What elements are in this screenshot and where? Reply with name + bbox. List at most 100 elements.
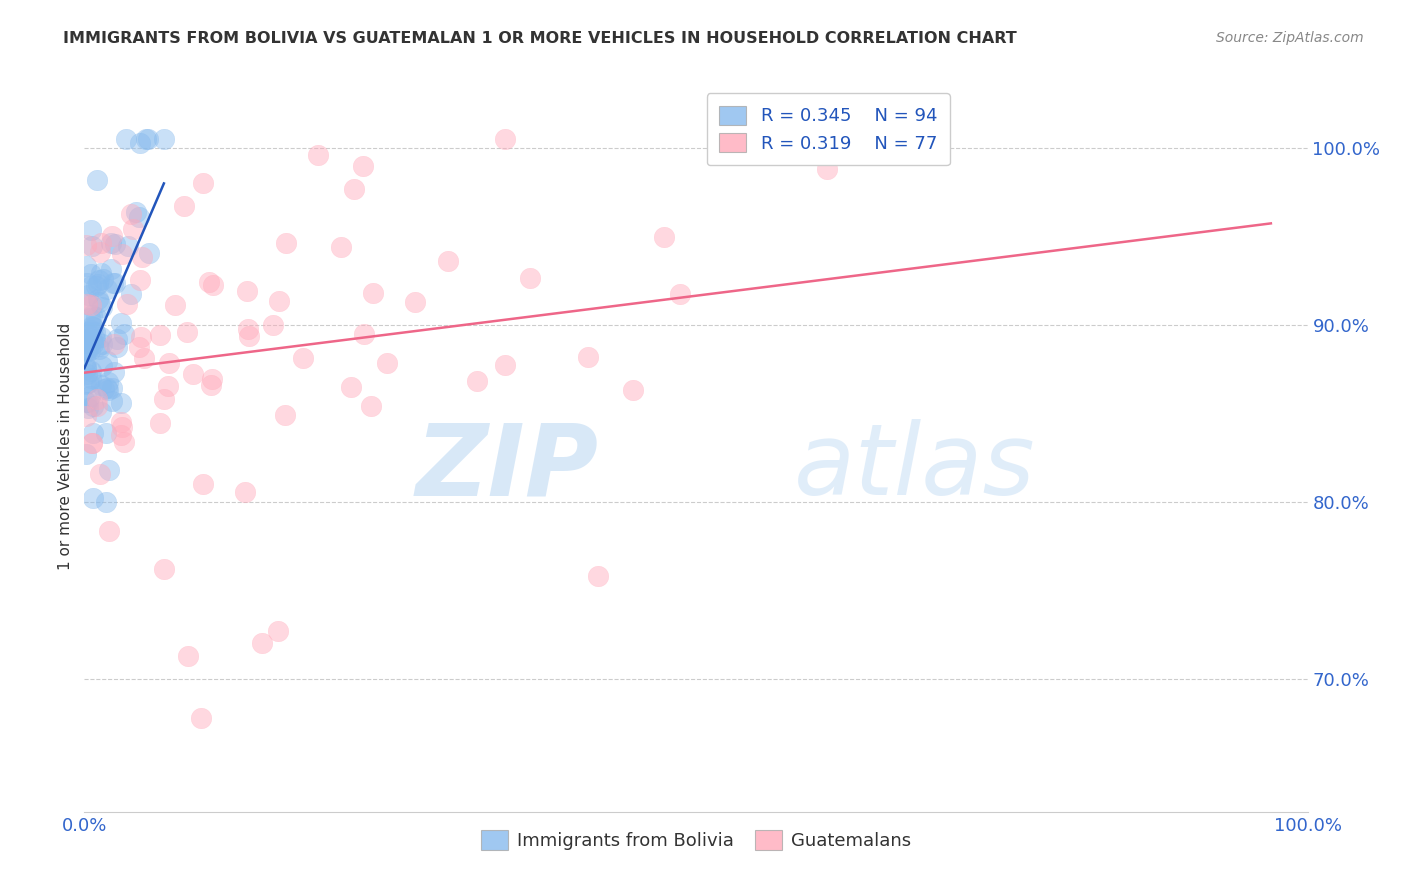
Point	[82, 491, 104, 506]
Point	[75, 343, 97, 358]
Point	[77, 325, 100, 339]
Point	[153, 562, 176, 576]
Point	[77, 375, 100, 389]
Point	[97, 375, 120, 389]
Point	[86, 392, 108, 406]
Point	[77, 333, 100, 347]
Point	[131, 250, 153, 264]
Point	[153, 392, 176, 406]
Point	[90, 405, 112, 419]
Point	[90, 266, 112, 280]
Point	[80, 308, 103, 322]
Point	[128, 340, 150, 354]
Point	[90, 330, 112, 344]
Point	[101, 276, 124, 290]
Point	[191, 176, 214, 190]
Point	[112, 326, 135, 341]
Point	[104, 237, 127, 252]
Point	[153, 132, 176, 146]
Point	[105, 340, 128, 354]
Point	[75, 409, 97, 423]
Point	[233, 484, 256, 499]
Point	[82, 319, 104, 334]
Point	[79, 388, 101, 402]
Point	[267, 294, 290, 309]
Point	[654, 230, 676, 244]
Point	[84, 332, 107, 346]
Point	[77, 288, 100, 302]
Point	[80, 371, 103, 385]
Point	[100, 380, 122, 394]
Point	[576, 351, 599, 365]
Point	[112, 435, 135, 450]
Point	[329, 240, 352, 254]
Point	[76, 395, 98, 409]
Point	[80, 364, 103, 378]
Point	[103, 365, 125, 379]
Point	[100, 393, 122, 408]
Point	[75, 394, 97, 409]
Point	[120, 207, 142, 221]
Point	[177, 648, 200, 663]
Point	[352, 159, 374, 173]
Point	[465, 374, 488, 388]
Point	[87, 277, 110, 292]
Point	[181, 367, 204, 381]
Point	[135, 132, 157, 146]
Point	[105, 332, 128, 346]
Point	[103, 337, 125, 351]
Point	[76, 341, 98, 355]
Point	[76, 297, 98, 311]
Legend: Immigrants from Bolivia, Guatemalans: Immigrants from Bolivia, Guatemalans	[474, 823, 918, 857]
Point	[79, 343, 101, 358]
Point	[75, 362, 97, 376]
Point	[97, 463, 120, 477]
Point	[621, 383, 644, 397]
Point	[111, 420, 134, 434]
Point	[75, 335, 97, 350]
Point	[138, 132, 160, 146]
Point	[79, 279, 101, 293]
Point	[437, 254, 460, 268]
Point	[82, 436, 104, 450]
Point	[110, 427, 132, 442]
Point	[96, 282, 118, 296]
Text: IMMIGRANTS FROM BOLIVIA VS GUATEMALAN 1 OR MORE VEHICLES IN HOUSEHOLD CORRELATIO: IMMIGRANTS FROM BOLIVIA VS GUATEMALAN 1 …	[63, 31, 1017, 46]
Point	[91, 272, 114, 286]
Y-axis label: 1 or more Vehicles in Household: 1 or more Vehicles in Household	[58, 322, 73, 570]
Point	[519, 271, 541, 285]
Point	[129, 329, 152, 343]
Point	[82, 425, 104, 440]
Point	[87, 342, 110, 356]
Point	[100, 236, 122, 251]
Point	[94, 426, 117, 441]
Point	[157, 356, 180, 370]
Point	[89, 244, 111, 259]
Point	[128, 273, 150, 287]
Point	[238, 328, 260, 343]
Point	[86, 173, 108, 187]
Point	[80, 298, 103, 312]
Point	[90, 235, 112, 250]
Point	[75, 446, 97, 460]
Point	[75, 353, 97, 368]
Point	[76, 326, 98, 341]
Point	[173, 199, 195, 213]
Point	[274, 236, 297, 251]
Point	[236, 322, 259, 336]
Point	[80, 318, 103, 333]
Point	[201, 371, 224, 385]
Point	[75, 259, 97, 273]
Point	[273, 408, 295, 422]
Point	[307, 148, 329, 162]
Point	[669, 287, 692, 301]
Text: ZIP: ZIP	[415, 419, 598, 516]
Point	[176, 326, 198, 340]
Point	[90, 337, 112, 351]
Text: Source: ZipAtlas.com: Source: ZipAtlas.com	[1216, 31, 1364, 45]
Point	[80, 436, 103, 450]
Point	[90, 359, 112, 373]
Point	[340, 379, 363, 393]
Point	[494, 358, 516, 372]
Point	[101, 228, 124, 243]
